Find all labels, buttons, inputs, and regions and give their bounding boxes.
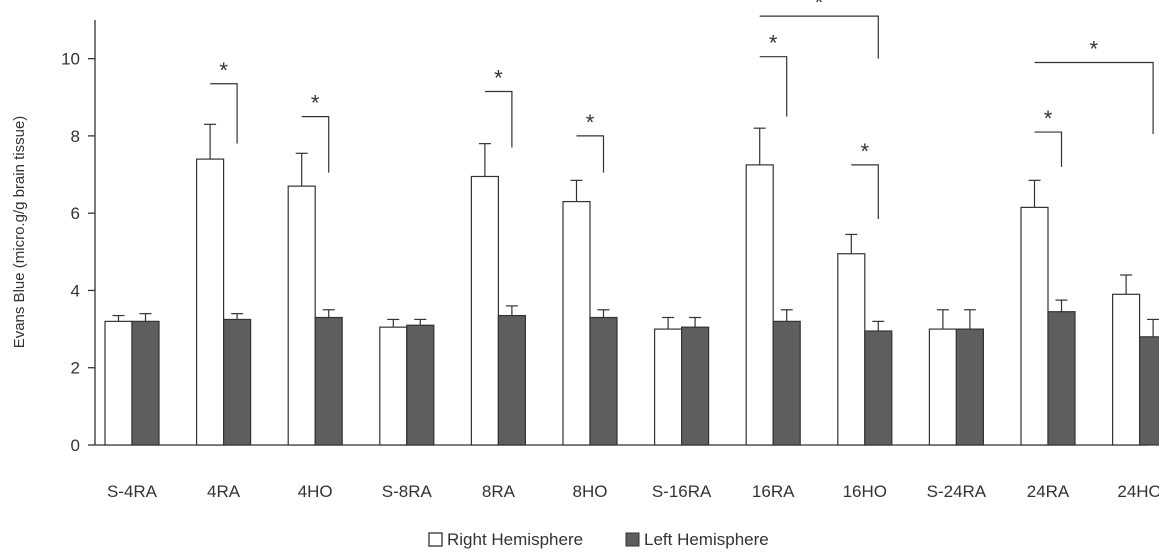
- significance-bracket: [484, 90, 513, 148]
- bar-left-hemisphere: [131, 320, 160, 446]
- bar-right-hemisphere: [653, 328, 683, 446]
- significance-bracket: [759, 56, 788, 117]
- x-tick-label: 16HO: [843, 482, 887, 501]
- bar-left-hemisphere: [497, 314, 526, 446]
- bar-right-hemisphere: [928, 328, 958, 446]
- bar-right-hemisphere: [196, 158, 225, 446]
- bar-right-hemisphere: [470, 175, 499, 446]
- x-tick-label: 24HO: [1117, 482, 1159, 501]
- significance-bracket: [210, 83, 238, 144]
- x-tick-label: S-4RA: [107, 482, 158, 501]
- significance-bracket: [301, 115, 330, 173]
- bar-left-hemisphere: [772, 320, 801, 446]
- bar-right-hemisphere: [287, 185, 316, 446]
- significance-markers: * * * * * * * * *: [210, 0, 1154, 219]
- bar-left-hemisphere: [589, 316, 618, 446]
- significance-star: *: [494, 65, 503, 90]
- significance-star: *: [219, 58, 228, 83]
- bar-left-hemisphere: [314, 316, 343, 446]
- bar-left-hemisphere: [1047, 311, 1076, 446]
- legend-swatch-right: [428, 532, 443, 547]
- significance-bracket: [851, 164, 879, 219]
- legend: Right Hemisphere Left Hemisphere: [428, 530, 769, 549]
- x-tick-label: 4RA: [207, 482, 241, 501]
- bar-left-hemisphere: [406, 324, 435, 446]
- bar-left-hemisphere: [223, 318, 252, 446]
- y-tick-label: 6: [71, 204, 80, 223]
- bar-left-hemisphere: [680, 326, 710, 446]
- x-tick-label: 16RA: [752, 482, 795, 501]
- x-tick-labels: S-4RA 4RA 4HO S-8RA 8RA 8HO S-16RA 16RA 16HO S-24…: [107, 482, 1159, 501]
- legend-label-right: Right Hemisphere: [447, 530, 583, 549]
- significance-star: *: [1090, 37, 1099, 62]
- x-tick-label: S-24RA: [927, 482, 987, 501]
- significance-star: *: [769, 31, 778, 56]
- legend-label-left: Left Hemisphere: [644, 530, 769, 549]
- x-tick-label: 4HO: [298, 482, 333, 501]
- x-tick-label: S-8RA: [382, 482, 433, 501]
- significance-bracket: [1034, 131, 1063, 167]
- bar-right-hemisphere: [745, 164, 774, 446]
- significance-bracket: [1034, 61, 1154, 134]
- bar-left-hemisphere: [955, 328, 985, 446]
- significance-star: *: [861, 139, 870, 164]
- x-tick-label: 8HO: [573, 482, 608, 501]
- bar-right-hemisphere: [837, 253, 866, 446]
- error-bars: [112, 123, 1159, 337]
- y-tick-label: 8: [71, 127, 80, 146]
- bars: [104, 158, 1159, 446]
- y-axis-label: Evans Blue (micro.g/g brain tissue): [11, 116, 28, 349]
- significance-star: *: [586, 110, 595, 135]
- x-tick-label: 8RA: [482, 482, 516, 501]
- significance-star: *: [1044, 106, 1053, 131]
- significance-bracket: [759, 15, 879, 59]
- bar-left-hemisphere: [1138, 336, 1159, 446]
- significance-bracket: [576, 135, 605, 173]
- bar-right-hemisphere: [104, 320, 133, 446]
- legend-swatch-left: [625, 532, 640, 547]
- x-tick-label: 24RA: [1027, 482, 1070, 501]
- significance-star: *: [815, 0, 824, 15]
- significance-star: *: [311, 91, 320, 116]
- bar-left-hemisphere: [864, 330, 893, 446]
- bar-right-hemisphere: [562, 200, 591, 446]
- bar-right-hemisphere: [379, 326, 408, 446]
- y-tick-label: 2: [71, 359, 80, 378]
- bar-right-hemisphere: [1020, 206, 1049, 446]
- y-tick-label: 4: [71, 281, 80, 300]
- x-tick-label: S-16RA: [652, 482, 712, 501]
- y-tick-label: 10: [61, 50, 80, 69]
- bar-right-hemisphere: [1111, 293, 1141, 446]
- y-tick-label: 0: [71, 436, 80, 455]
